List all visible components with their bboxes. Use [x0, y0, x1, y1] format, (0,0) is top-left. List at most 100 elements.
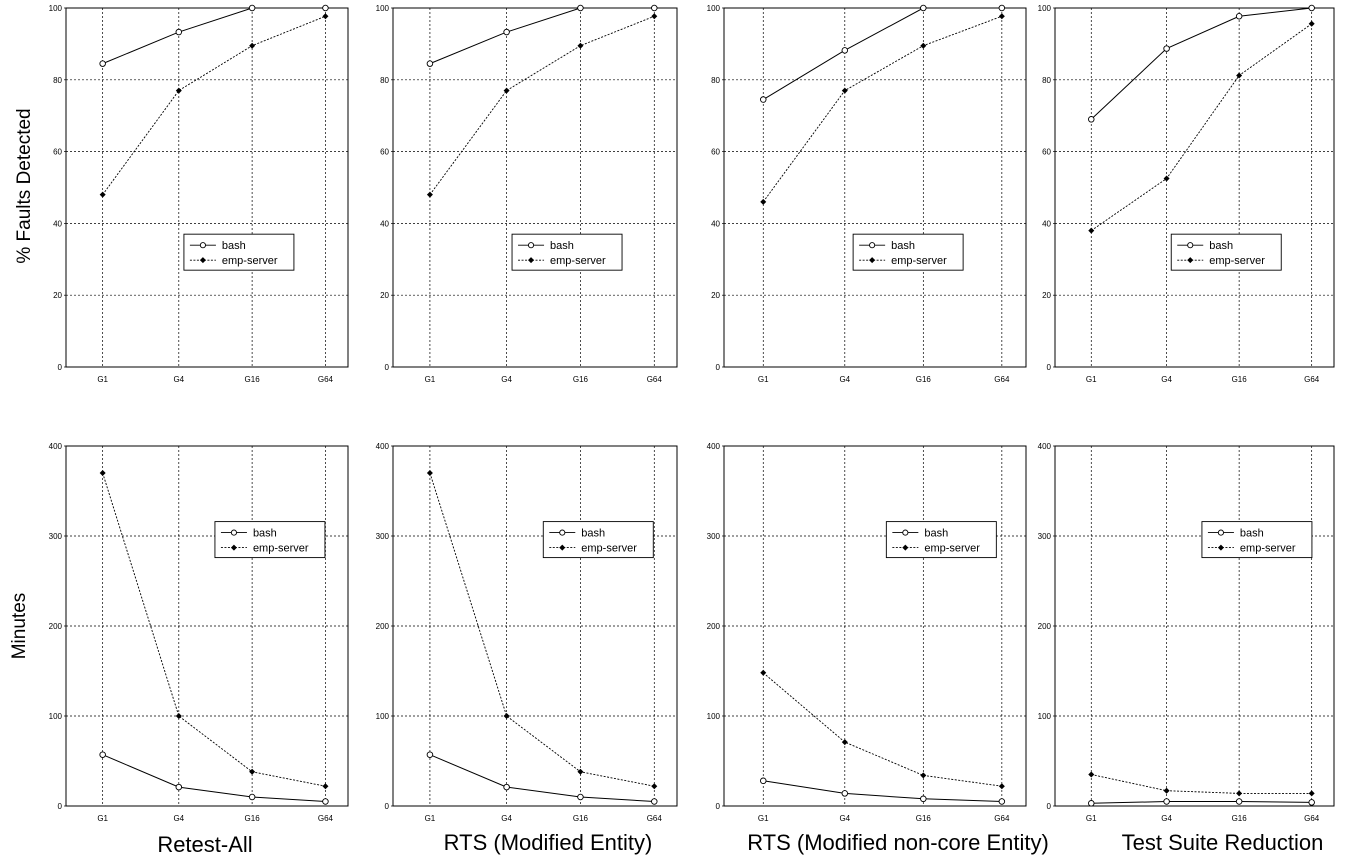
data-point-emp-server [1308, 20, 1315, 27]
data-point-emp-server [998, 13, 1005, 20]
data-point-bash [841, 47, 849, 54]
data-point-bash [1163, 45, 1170, 52]
legend-marker-bash [1217, 529, 1224, 536]
y-tick-label: 60 [711, 148, 720, 157]
data-point-emp-server [920, 42, 927, 49]
y-tick-label: 400 [376, 442, 390, 451]
data-point-bash [998, 798, 1006, 805]
panel-title-rts-modified-entity: RTS (Modified Entity) [443, 830, 653, 855]
data-point-bash [651, 798, 658, 805]
series-line-emp-server [762, 672, 1002, 787]
legend-label-bash: bash [581, 528, 605, 540]
panel-title-retest-all: Retest-All [157, 832, 253, 857]
x-tick-label: G16 [916, 814, 932, 823]
data-point-emp-server [1163, 175, 1170, 182]
legend-marker-bash [1187, 242, 1194, 249]
y-tick-label: 0 [716, 363, 721, 372]
y-tick-label: 0 [58, 802, 63, 811]
series-line-emp-server [1091, 23, 1312, 231]
y-tick-label: 200 [376, 622, 390, 631]
y-tick-label: 100 [1038, 4, 1052, 13]
legend-marker-bash [527, 242, 535, 249]
y-tick-label: 0 [716, 802, 721, 811]
data-point-bash [920, 4, 927, 12]
data-point-bash [1235, 13, 1243, 20]
x-tick-label: G16 [916, 375, 932, 384]
data-point-emp-server [99, 191, 106, 198]
y-tick-label: 100 [707, 712, 721, 721]
y-tick-label: 0 [385, 802, 390, 811]
panel-1-2: 0 100 200 300 400 G1 G4 G16 G64 bash emp-server [707, 442, 1027, 823]
legend-box [214, 521, 326, 559]
legend-marker-emp-server [1217, 544, 1224, 551]
y-tick-label: 400 [1038, 442, 1052, 451]
y-tick-label: 200 [707, 622, 721, 631]
legend-box [511, 233, 623, 271]
legend-label-bash: bash [1209, 240, 1233, 252]
data-point-emp-server [1308, 790, 1315, 797]
data-point-emp-server [841, 87, 848, 94]
y-tick-label: 400 [49, 442, 63, 451]
series-line-emp-server [102, 472, 326, 787]
series-line-bash [429, 754, 655, 802]
y-tick-label: 300 [1038, 532, 1052, 541]
x-tick-label: G16 [1232, 814, 1248, 823]
x-tick-label: G64 [647, 814, 663, 823]
panel-0-3: 0 20 40 60 80 100 G1 G4 G16 G64 bash emp-server [1038, 4, 1335, 384]
data-point-emp-server [503, 87, 510, 94]
x-tick-label: G64 [994, 375, 1010, 384]
data-point-bash [577, 4, 584, 12]
data-point-bash [998, 4, 1006, 12]
legend-label-bash: bash [550, 240, 574, 252]
x-tick-label: G16 [573, 814, 589, 823]
legend-box [183, 233, 295, 271]
y-tick-label: 80 [711, 76, 720, 85]
y-tick-label: 100 [376, 4, 390, 13]
x-tick-label: G4 [1161, 814, 1172, 823]
data-point-bash [1235, 798, 1243, 805]
data-point-bash [920, 795, 927, 803]
y-tick-label: 80 [380, 76, 389, 85]
x-tick-label: G1 [1086, 375, 1097, 384]
data-point-emp-server [760, 669, 767, 676]
data-point-emp-server [651, 783, 658, 790]
plot-frame [723, 7, 1027, 368]
panel-0-1: 0 20 40 60 80 100 G1 G4 G16 G64 bash emp-server [376, 4, 678, 384]
series-line-bash [1091, 801, 1312, 804]
data-point-emp-server [760, 198, 767, 205]
legend-marker-emp-server [528, 257, 535, 264]
legend-marker-bash [902, 529, 909, 536]
panel-title-rts-noncore: RTS (Modified non-core Entity) [747, 830, 1049, 855]
legend-marker-bash [230, 529, 237, 536]
y-tick-label: 100 [49, 4, 63, 13]
y-tick-label: 80 [1042, 76, 1051, 85]
y-tick-label: 20 [1042, 291, 1051, 300]
data-point-bash [175, 783, 183, 791]
x-tick-label: G16 [245, 814, 261, 823]
legend-label-bash: bash [253, 528, 277, 540]
x-tick-label: G1 [1086, 814, 1097, 823]
y-tick-label: 80 [53, 76, 62, 85]
data-point-bash [760, 777, 767, 785]
panel-1-3: 0 100 200 300 400 G1 G4 G16 G64 bash emp-server [1038, 442, 1335, 823]
x-tick-label: G4 [173, 814, 184, 823]
x-tick-label: G4 [1161, 375, 1172, 384]
legend-label-emp-server: emp-server [924, 543, 980, 555]
legend-box [852, 233, 964, 271]
y-tick-label: 40 [53, 219, 62, 228]
panel-title-test-suite-reduction: Test Suite Reduction [1121, 830, 1324, 855]
series-line-emp-server [762, 15, 1002, 203]
legend-label-bash: bash [891, 240, 915, 252]
y-tick-label: 20 [711, 291, 720, 300]
x-tick-label: G64 [994, 814, 1010, 823]
legend-label-emp-server: emp-server [253, 543, 309, 555]
y-tick-label: 100 [49, 712, 63, 721]
series-line-bash [763, 7, 1002, 100]
y-tick-label: 100 [707, 4, 721, 13]
plot-frame [1054, 7, 1335, 368]
data-point-bash [426, 60, 434, 67]
y-tick-label: 20 [53, 291, 62, 300]
legend-label-bash: bash [924, 528, 948, 540]
series-line-bash [1090, 7, 1312, 120]
row-label-minutes: Minutes [9, 592, 30, 660]
